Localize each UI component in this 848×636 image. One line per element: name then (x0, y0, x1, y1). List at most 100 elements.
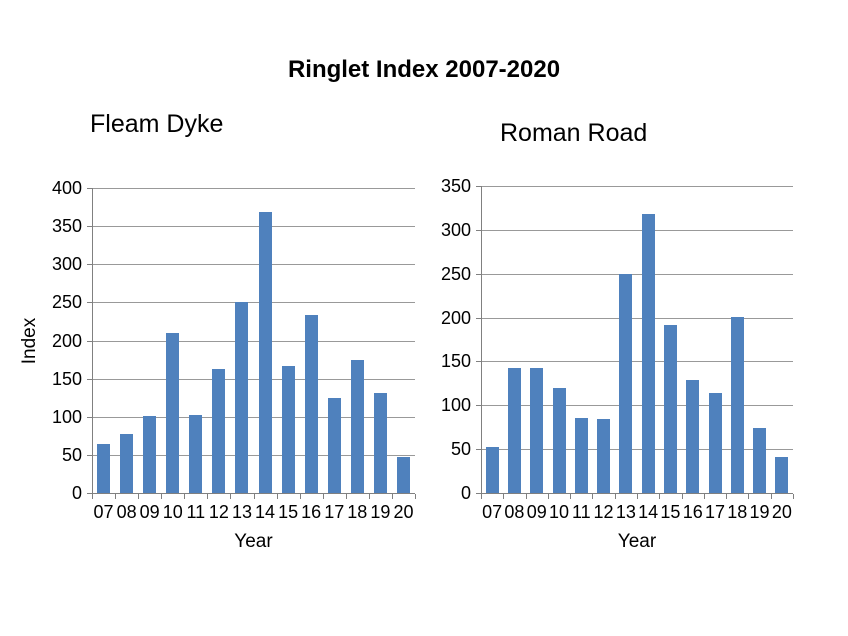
y-tick-mark (476, 449, 481, 451)
y-tick-mark (476, 273, 481, 275)
y-tick-label: 350 (51, 216, 82, 237)
y-tick-mark (476, 317, 481, 319)
y-tick-mark (87, 340, 92, 342)
y-tick-label: 250 (51, 292, 82, 313)
x-tick-mark (703, 494, 705, 499)
x-tick-label: 16 (301, 502, 322, 522)
y-tick-mark (476, 186, 481, 187)
y-tick-label: 0 (71, 483, 82, 503)
x-tick-mark (184, 494, 186, 499)
gridline (481, 229, 793, 231)
x-tick-label: 12 (593, 502, 614, 522)
gridline (92, 188, 415, 189)
x-tick-mark (525, 494, 527, 499)
gridline (481, 317, 793, 319)
y-axis-line (92, 188, 93, 494)
bar-09 (530, 367, 544, 493)
x-tick-mark (276, 494, 278, 499)
x-tick-mark (592, 494, 594, 499)
gridline (92, 378, 415, 380)
y-tick-mark (87, 454, 92, 456)
x-tick-label: 09 (526, 502, 547, 522)
bar-16 (304, 315, 318, 493)
y-tick-mark (476, 229, 481, 231)
bar-14 (641, 214, 655, 493)
x-tick-label: 18 (347, 502, 368, 522)
y-tick-mark (87, 188, 92, 189)
y-tick-label: 50 (61, 444, 82, 465)
bar-18 (350, 359, 364, 493)
gridline (92, 302, 415, 304)
bar-12 (597, 419, 611, 493)
x-tick-label: 20 (771, 502, 792, 522)
bar-11 (574, 417, 588, 493)
x-tick-mark (391, 494, 393, 499)
y-tick-label: 150 (440, 351, 471, 372)
y-tick-label: 200 (51, 330, 82, 351)
x-tick-mark (415, 494, 416, 499)
x-tick-label: 07 (93, 502, 114, 522)
bar-08 (120, 434, 134, 493)
x-tick-mark (614, 494, 616, 499)
x-tick-mark (230, 494, 232, 499)
x-tick-label: 13 (615, 502, 636, 522)
gridline (481, 449, 793, 451)
bar-15 (281, 365, 295, 493)
y-tick-mark (87, 378, 92, 380)
x-tick-label: 15 (660, 502, 681, 522)
x-tick-label: 19 (749, 502, 770, 522)
bar-12 (212, 368, 226, 493)
x-tick-mark (681, 494, 683, 499)
y-tick-label: 0 (460, 483, 471, 503)
bar-20 (775, 457, 789, 493)
x-tick-label: 11 (571, 502, 591, 522)
x-tick-mark (726, 494, 728, 499)
y-tick-mark (87, 264, 92, 266)
x-tick-label: 13 (231, 502, 252, 522)
x-tick-label: 11 (186, 502, 206, 522)
y-tick-label: 300 (51, 254, 82, 275)
x-tick-label: 08 (504, 502, 525, 522)
x-tick-mark (659, 494, 661, 499)
x-tick-label: 19 (370, 502, 391, 522)
x-tick-label: 14 (255, 502, 276, 522)
gridline (481, 361, 793, 363)
bar-10 (166, 332, 180, 493)
gridline (92, 264, 415, 266)
y-tick-label: 150 (51, 368, 82, 389)
x-tick-mark (207, 494, 209, 499)
y-tick-label: 200 (440, 307, 471, 328)
y-tick-mark (476, 493, 481, 494)
x-tick-mark (637, 494, 638, 499)
x-tick-mark (115, 494, 117, 499)
bar-19 (373, 393, 387, 493)
y-tick-mark (476, 361, 481, 363)
x-tick-label: 10 (162, 502, 183, 522)
y-tick-label: 400 (51, 178, 82, 198)
bar-11 (189, 415, 203, 493)
gridline (481, 273, 793, 275)
bar-17 (327, 397, 341, 493)
gridline (92, 226, 415, 228)
x-tick-label: 08 (116, 502, 137, 522)
y-tick-mark (87, 302, 92, 304)
x-axis-line (92, 493, 415, 494)
y-tick-mark (476, 405, 481, 407)
bar-07 (97, 444, 111, 493)
x-tick-label: 12 (208, 502, 229, 522)
gridline (92, 340, 415, 342)
x-axis-title-year: Year (617, 531, 657, 552)
y-tick-label: 100 (440, 395, 471, 416)
x-tick-mark (793, 494, 794, 499)
gridline (481, 405, 793, 407)
x-tick-mark (138, 494, 140, 499)
x-tick-mark (92, 494, 93, 499)
x-tick-label: 07 (482, 502, 503, 522)
x-tick-mark (547, 494, 549, 499)
x-tick-label: 18 (727, 502, 748, 522)
x-tick-mark (345, 494, 347, 499)
bar-09 (143, 415, 157, 493)
x-tick-mark (481, 494, 482, 499)
x-tick-mark (770, 494, 772, 499)
